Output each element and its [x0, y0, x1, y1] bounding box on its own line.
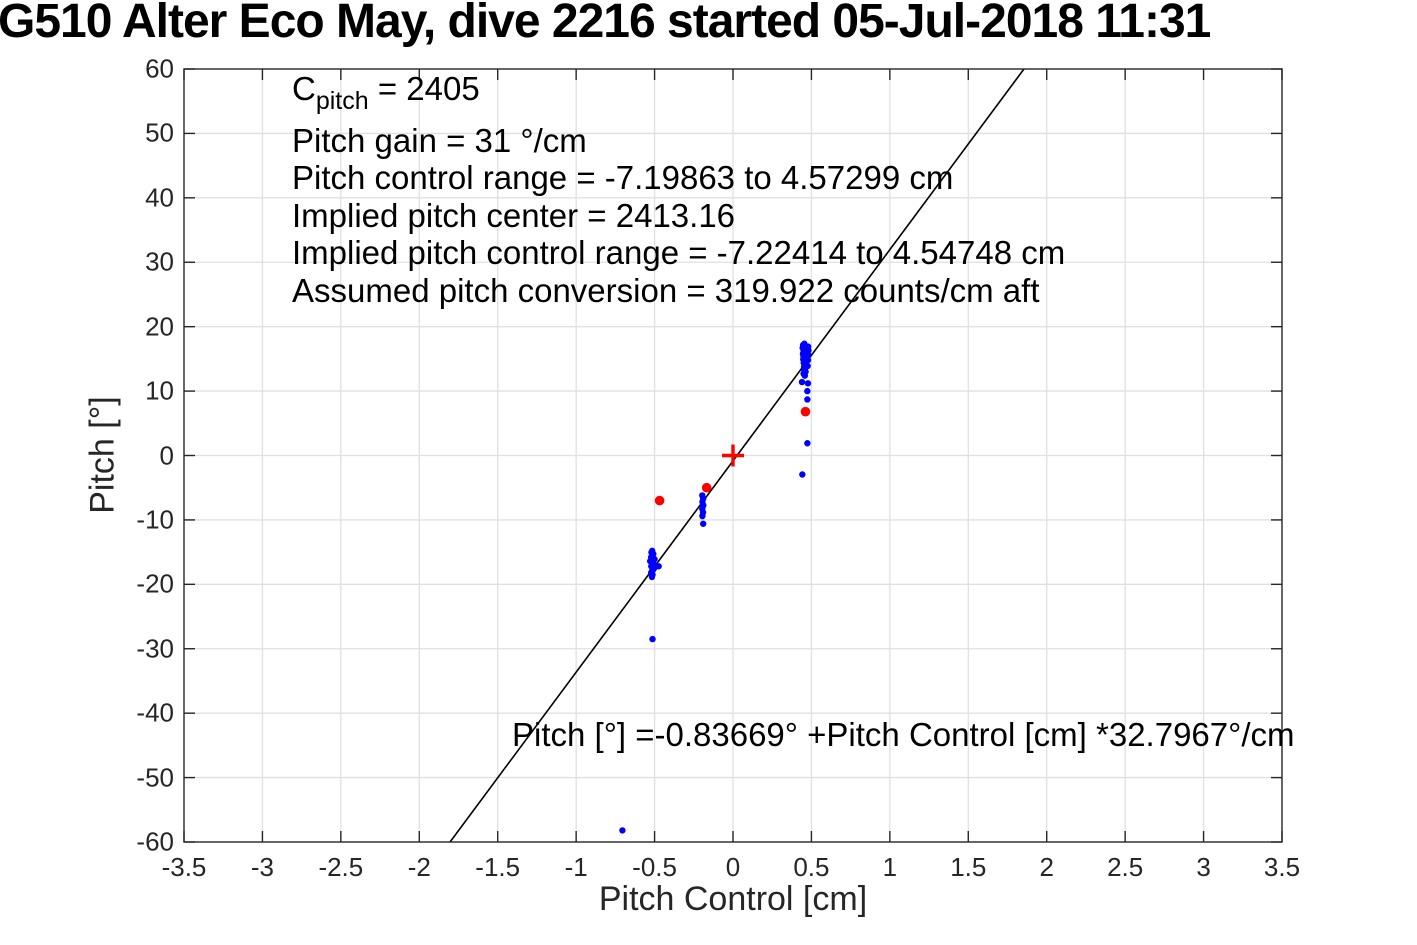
- data-point: [804, 440, 811, 447]
- data-point: [804, 356, 812, 364]
- y-tick-label: -40: [136, 697, 174, 728]
- data-point: [805, 347, 812, 354]
- flagged-data-point: [701, 482, 712, 493]
- x-tick-label: -1.5: [475, 852, 521, 882]
- x-tick-label: 0.5: [793, 852, 830, 882]
- y-tick-label: -10: [136, 504, 174, 535]
- figure-title: G510 Alter Eco May, dive 2216 started 05…: [0, 0, 1211, 48]
- x-tick-label: -2: [407, 852, 431, 882]
- data-point: [804, 380, 812, 387]
- y-tick-label: 10: [145, 375, 174, 406]
- fit-equation-label: Pitch [°] =-0.83669° +Pitch Control [cm]…: [512, 716, 1295, 753]
- y-tick-label: 20: [145, 311, 174, 342]
- x-tick-label: 3.5: [1263, 852, 1301, 882]
- cpitch-subscript: pitch: [315, 87, 369, 115]
- x-axis-label: Pitch Control [cm]: [598, 880, 868, 918]
- x-tick-label: 3: [1196, 852, 1211, 882]
- data-point: [648, 573, 656, 581]
- annotation-block: Cpitch = 2405 Pitch gain = 31 °/cm Pitch…: [292, 70, 1065, 309]
- y-tick-label: 0: [159, 440, 174, 470]
- data-point: [649, 635, 656, 643]
- y-tick-label: 30: [145, 246, 174, 277]
- annotation-line-pitch-control-range: Pitch control range = -7.19863 to 4.5729…: [292, 159, 954, 196]
- data-point: [804, 362, 811, 370]
- annotation-line-cpitch: Cpitch = 2405: [292, 70, 1065, 115]
- y-tick-label: 60: [145, 53, 174, 84]
- data-point: [699, 520, 707, 527]
- x-tick-label: 2: [1039, 852, 1054, 882]
- data-point: [804, 396, 811, 403]
- x-tick-label: 1.5: [950, 852, 987, 882]
- y-axis-label: Pitch [°]: [83, 396, 122, 514]
- data-point: [801, 372, 809, 379]
- data-point: [651, 556, 658, 563]
- flagged-data-point: [654, 495, 665, 506]
- data-point: [798, 378, 806, 386]
- data-point: [804, 387, 811, 395]
- annotation-line-assumed-pitch-conversion: Assumed pitch conversion = 319.922 count…: [292, 271, 1040, 309]
- cpitch-value: = 2405: [368, 70, 480, 107]
- annotation-line-implied-pitch-control-range: Implied pitch control range = -7.22414 t…: [292, 234, 1066, 271]
- data-point: [699, 512, 706, 520]
- x-tick-label: -2.5: [318, 852, 364, 882]
- flagged-data-point: [800, 406, 811, 417]
- data-point: [805, 351, 812, 359]
- y-tick-label: -30: [136, 633, 174, 664]
- y-tick-label: 50: [145, 117, 174, 148]
- x-tick-label: 1: [882, 852, 898, 882]
- x-tick-label: -1: [564, 852, 588, 882]
- data-point: [619, 827, 626, 834]
- x-tick-label: -0.5: [632, 852, 677, 882]
- y-tick-label: -60: [136, 826, 174, 857]
- annotation-line-pitch-gain: Pitch gain = 31 °/cm: [292, 121, 587, 159]
- annotation-line-implied-pitch-center: Implied pitch center = 2413.16: [292, 196, 736, 234]
- data-point: [799, 471, 806, 478]
- data-point: [655, 563, 662, 570]
- x-tick-label: 2.5: [1107, 852, 1144, 882]
- y-tick-label: -50: [136, 762, 174, 793]
- y-tick-label: 40: [145, 182, 174, 213]
- x-tick-label: -3.5: [161, 852, 207, 882]
- y-tick-label: -20: [136, 568, 174, 599]
- x-tick-label: 0: [725, 852, 741, 882]
- x-tick-label: -3: [250, 852, 274, 882]
- cpitch-symbol: C: [292, 70, 316, 107]
